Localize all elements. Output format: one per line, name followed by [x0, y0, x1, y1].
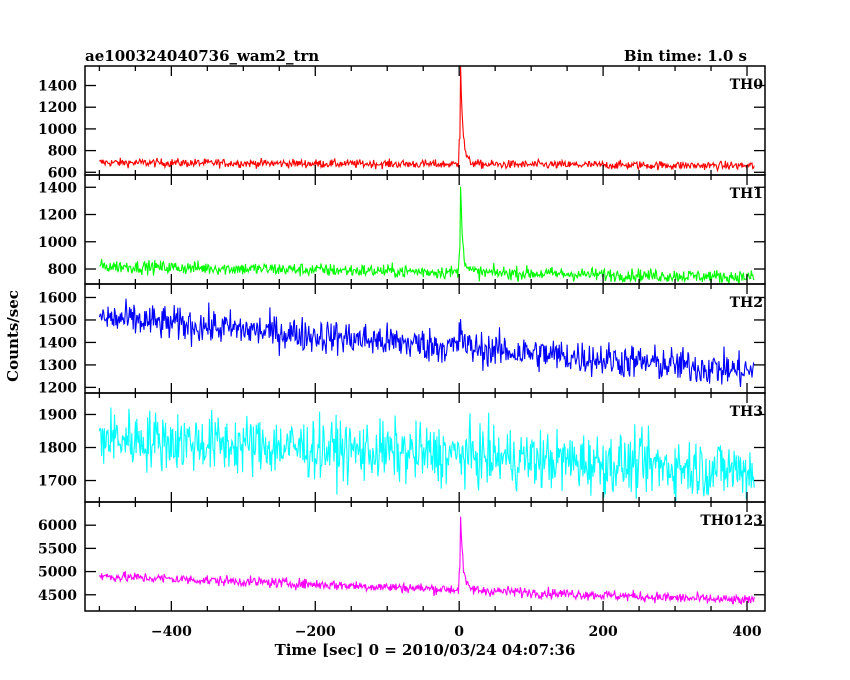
- y-tick-label: 6000: [38, 518, 77, 534]
- x-tick-label: 400: [732, 624, 761, 640]
- series-line-th0123: [98, 516, 755, 605]
- panel-th1: 800 1000 1200 1400 TH1: [38, 174, 766, 285]
- y-tick-label: 800: [48, 144, 77, 160]
- x-tick-label: 200: [588, 624, 617, 640]
- panel-label: TH0123: [700, 513, 763, 529]
- panel-frame: [84, 65, 766, 176]
- y-tick-label: 1400: [38, 180, 77, 196]
- y-tick-label: 1600: [38, 290, 77, 306]
- series-line-th3: [98, 407, 755, 502]
- panel-frame: [84, 501, 766, 612]
- x-tick-label: 0: [454, 624, 464, 640]
- y-tick-label: 1200: [38, 380, 77, 396]
- panel-label: TH1: [730, 186, 763, 202]
- y-tick-label: 1900: [38, 407, 77, 423]
- y-tick-label: 1400: [38, 79, 77, 95]
- panel-label: TH0: [730, 77, 764, 93]
- bin-time-label: Bin time: 1.0 s: [624, 47, 747, 65]
- x-axis: −400 −200 0 200 400: [151, 624, 762, 640]
- panel-frame: [84, 283, 766, 394]
- x-axis-label: Time [sec] 0 = 2010/03/24 04:07:36: [275, 641, 576, 659]
- panel-th3: 1700 1800 1900 TH3: [38, 392, 766, 503]
- chart-title: ae100324040736_wam2_trn: [85, 47, 319, 65]
- panel-label: TH2: [730, 295, 763, 311]
- y-tick-label: 1300: [38, 358, 77, 374]
- y-tick-label: 1700: [38, 474, 77, 490]
- panel-th2: 1200 1300 1400 1500 1600 TH2: [38, 283, 766, 396]
- y-tick-label: 800: [48, 262, 77, 278]
- y-tick-label: 1000: [38, 122, 77, 138]
- y-tick-label: 1000: [38, 235, 77, 251]
- y-tick-label: 5500: [38, 541, 77, 557]
- y-tick-label: 1500: [38, 313, 77, 329]
- panel-th0: 600 800 1000 1200 1400 TH0: [38, 65, 766, 181]
- series-line-th0: [99, 66, 755, 173]
- series-line-th1: [99, 186, 755, 284]
- y-tick-label: 5000: [38, 565, 77, 581]
- panels: 600 800 1000 1200 1400 TH0 800 1000 1200 1400 TH1 1…: [38, 65, 766, 612]
- y-tick-label: 1200: [38, 208, 77, 224]
- y-tick-label: 1800: [38, 441, 77, 457]
- panel-label: TH3: [730, 404, 763, 420]
- y-tick-label: 4500: [38, 588, 77, 604]
- x-tick-label: −400: [151, 624, 192, 640]
- y-tick-label: 1400: [38, 335, 77, 351]
- y-tick-label: 600: [48, 165, 77, 181]
- y-tick-label: 1200: [38, 100, 77, 116]
- y-axis-label: Counts/sec: [4, 290, 22, 382]
- panel-th0123: 4500 5000 5500 6000 TH0123: [38, 501, 766, 612]
- series-line-th2: [98, 298, 755, 387]
- x-tick-label: −200: [295, 624, 336, 640]
